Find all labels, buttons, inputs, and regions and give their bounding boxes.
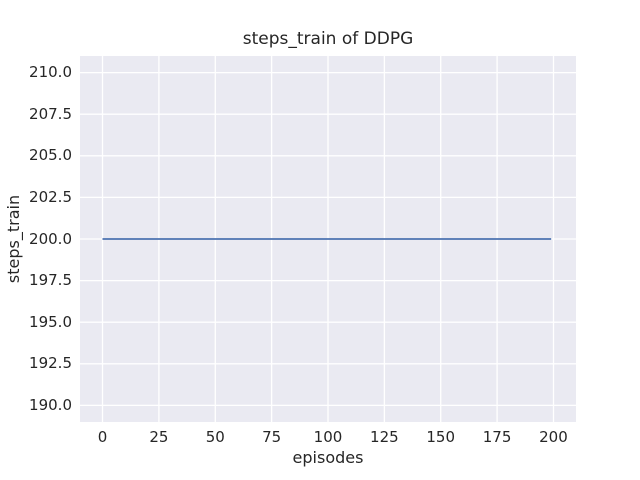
y-tick-label: 195.0	[29, 312, 72, 331]
x-tick-label: 200	[539, 428, 568, 446]
y-tick-label: 207.5	[29, 104, 72, 123]
chart-title: steps_train of DDPG	[242, 29, 414, 49]
x-tick-label: 100	[313, 428, 343, 446]
y-tick-label: 197.5	[29, 271, 72, 290]
y-tick-label: 210.0	[29, 63, 72, 82]
y-tick-label: 192.5	[29, 354, 72, 373]
x-tick-label: 50	[205, 428, 225, 446]
y-tick-label: 202.5	[29, 187, 72, 206]
x-tick-label: 75	[262, 428, 282, 446]
x-tick-label: 125	[370, 428, 399, 446]
x-axis-label: episodes	[292, 448, 364, 467]
plot-area	[80, 56, 576, 422]
y-tick-label: 205.0	[29, 146, 72, 165]
x-tick-label: 150	[426, 428, 456, 446]
x-tick-label: 0	[97, 428, 108, 446]
x-tick-label: 175	[482, 428, 512, 446]
y-tick-label: 190.0	[29, 395, 72, 414]
plot-svg	[80, 56, 576, 422]
y-tick-label: 200.0	[29, 229, 72, 248]
x-tick-label: 25	[149, 428, 169, 446]
